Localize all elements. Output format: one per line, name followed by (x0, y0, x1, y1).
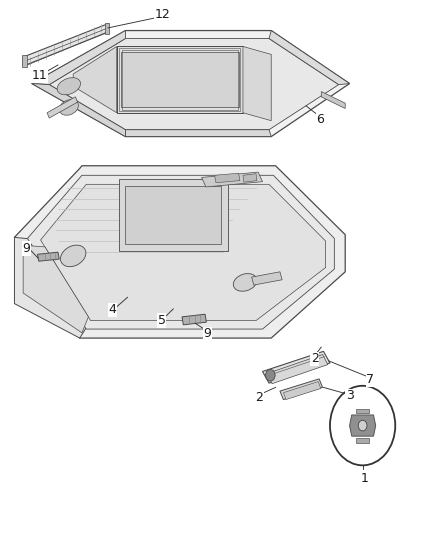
Polygon shape (321, 92, 345, 109)
Text: 11: 11 (32, 69, 48, 82)
Polygon shape (350, 415, 376, 436)
Polygon shape (252, 272, 282, 285)
Polygon shape (280, 379, 322, 400)
Text: 2: 2 (311, 352, 319, 365)
Polygon shape (356, 438, 369, 442)
Text: 1: 1 (361, 472, 369, 485)
Polygon shape (22, 55, 27, 67)
Circle shape (265, 369, 275, 381)
Polygon shape (28, 175, 334, 329)
Text: 2: 2 (255, 392, 263, 405)
Circle shape (330, 386, 395, 465)
Text: 12: 12 (155, 8, 170, 21)
Polygon shape (356, 409, 369, 413)
Polygon shape (243, 174, 257, 182)
Circle shape (358, 420, 367, 431)
Polygon shape (14, 237, 91, 338)
Polygon shape (49, 38, 339, 130)
Text: 4: 4 (109, 303, 117, 317)
Polygon shape (117, 46, 243, 113)
Ellipse shape (60, 245, 86, 266)
Ellipse shape (233, 273, 257, 291)
Polygon shape (119, 179, 228, 251)
Polygon shape (38, 252, 59, 261)
Ellipse shape (59, 100, 78, 115)
Polygon shape (201, 172, 262, 187)
Polygon shape (215, 173, 240, 183)
Text: 9: 9 (204, 327, 212, 341)
Polygon shape (23, 245, 88, 333)
Text: 7: 7 (367, 374, 374, 386)
Polygon shape (243, 46, 271, 120)
Polygon shape (47, 97, 78, 118)
Polygon shape (125, 130, 271, 136)
Polygon shape (73, 46, 117, 113)
Polygon shape (32, 84, 125, 136)
Polygon shape (41, 184, 325, 320)
Text: 9: 9 (23, 242, 31, 255)
Polygon shape (262, 351, 330, 383)
Polygon shape (269, 30, 350, 85)
Text: 3: 3 (346, 390, 353, 402)
Polygon shape (23, 23, 108, 66)
Polygon shape (283, 382, 321, 400)
Text: 6: 6 (317, 112, 325, 126)
Polygon shape (32, 30, 125, 85)
Polygon shape (125, 186, 221, 244)
Polygon shape (182, 314, 206, 325)
Polygon shape (267, 354, 328, 384)
Polygon shape (14, 166, 345, 338)
Polygon shape (105, 22, 110, 34)
Polygon shape (121, 52, 239, 108)
Ellipse shape (57, 78, 81, 95)
Text: 5: 5 (158, 314, 166, 327)
Polygon shape (32, 30, 350, 136)
